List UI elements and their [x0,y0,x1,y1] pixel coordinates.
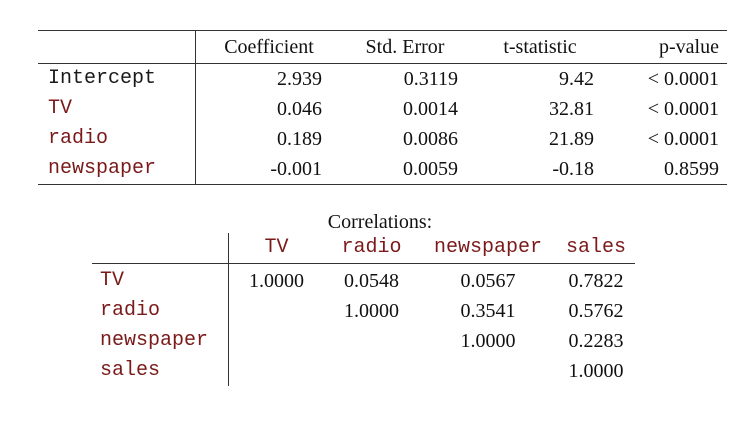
t-value: -0.18 [470,154,606,185]
corr-cell [229,326,325,356]
header-std-error: Std. Error [334,30,470,64]
corr-cell: 1.0000 [344,300,399,322]
table-row: radio 1.0000 0.3541 0.5762 [92,296,635,326]
corr-cell: 0.0548 [344,270,399,292]
corr-cell: 0.5762 [568,300,624,322]
row-label-tv: TV [38,94,196,124]
p-value: < 0.0001 [647,128,719,150]
se-value: 0.0059 [334,154,470,185]
corr-header-sales: sales [557,233,635,264]
p-value: 0.8599 [606,154,727,185]
correlations-title: Correlations: [327,211,433,233]
table-row: radio 0.189 0.0086 21.89 < 0.0001 [38,124,727,154]
t-value: 32.81 [549,98,594,120]
corr-cell: 1.0000 [568,360,624,382]
table-row: Intercept 2.939 0.3119 9.42 < 0.0001 [38,63,727,94]
corr-row-label-tv: TV [92,263,229,296]
correlation-matrix-table: TV radio newspaper sales TV 1.0000 0.054… [92,233,635,386]
corr-header-tv: TV [228,233,324,264]
table-row: newspaper 1.0000 0.2283 [92,326,635,356]
coef-value: -0.001 [195,154,334,185]
table-row: newspaper -0.001 0.0059 -0.18 0.8599 [38,154,727,185]
correlation-header-row: TV radio newspaper sales [92,233,635,264]
table-row: TV 1.0000 0.0548 0.0567 0.7822 [92,263,635,296]
regression-corner-cell [38,30,196,64]
t-value: 9.42 [559,68,594,90]
corr-row-label-sales: sales [92,356,229,386]
corr-cell: 0.2283 [568,330,624,352]
coef-value: 0.046 [277,98,322,120]
coef-value: 0.189 [277,128,322,150]
corr-cell [419,356,557,386]
header-p-value: p-value [606,30,727,64]
corr-cell [229,356,325,386]
corr-header-newspaper: newspaper [419,233,557,264]
corr-cell: 0.3541 [460,300,516,322]
p-value: < 0.0001 [647,68,719,90]
row-label-intercept: Intercept [38,63,196,94]
corr-header-radio: radio [324,233,419,264]
table-row: sales 1.0000 [92,356,635,386]
t-value: 21.89 [549,128,594,150]
corr-cell [324,356,419,386]
corr-row-label-newspaper: newspaper [92,326,229,356]
corr-cell: 0.0567 [460,270,516,292]
p-value: < 0.0001 [647,98,719,120]
se-value: 0.0086 [403,128,458,150]
row-label-newspaper: newspaper [38,154,196,185]
corr-cell: 1.0000 [249,270,304,292]
se-value: 0.0014 [403,98,458,120]
row-label-radio: radio [38,124,196,154]
table-row: TV 0.046 0.0014 32.81 < 0.0001 [38,94,727,124]
corr-cell [229,296,325,326]
corr-row-label-radio: radio [92,296,229,326]
corr-cell [324,326,419,356]
corr-cell: 1.0000 [460,330,516,352]
se-value: 0.3119 [403,68,458,90]
header-t-statistic: t-statistic [470,30,606,64]
correlation-corner-cell [92,233,229,264]
regression-header-row: Coefficient Std. Error t-statistic p-val… [38,30,727,64]
regression-coefficients-table: Coefficient Std. Error t-statistic p-val… [38,30,727,185]
coef-value: 2.939 [277,68,322,90]
header-coefficient: Coefficient [195,30,334,64]
corr-cell: 0.7822 [568,270,624,292]
